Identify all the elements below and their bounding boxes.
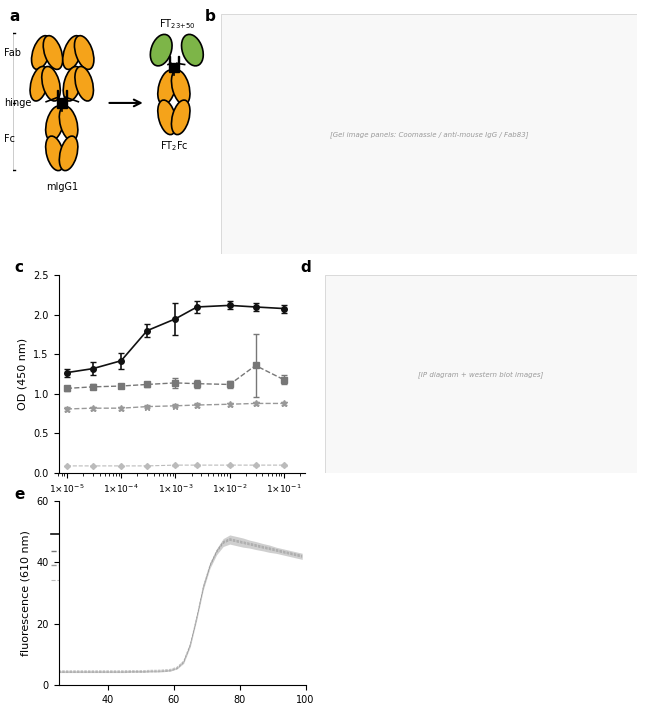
Ellipse shape xyxy=(150,35,172,66)
Ellipse shape xyxy=(46,106,64,140)
Ellipse shape xyxy=(46,136,64,171)
Text: FT$_{23\mathregular{+}50}$: FT$_{23\mathregular{+}50}$ xyxy=(159,17,195,30)
Ellipse shape xyxy=(158,70,176,104)
Ellipse shape xyxy=(172,100,190,135)
Text: c: c xyxy=(14,260,23,275)
Ellipse shape xyxy=(42,66,60,101)
Bar xyxy=(57,98,66,108)
Ellipse shape xyxy=(75,66,94,101)
Text: Fc: Fc xyxy=(4,134,15,144)
Bar xyxy=(57,90,58,97)
Ellipse shape xyxy=(181,35,203,66)
Ellipse shape xyxy=(44,35,62,69)
Ellipse shape xyxy=(158,100,176,135)
Ellipse shape xyxy=(63,35,82,69)
Bar xyxy=(177,56,179,64)
Ellipse shape xyxy=(75,35,94,69)
Text: e: e xyxy=(14,486,25,501)
Y-axis label: OD (450 nm): OD (450 nm) xyxy=(18,338,28,410)
Ellipse shape xyxy=(172,70,190,104)
Text: [IP diagram + western blot images]: [IP diagram + western blot images] xyxy=(419,371,543,378)
Ellipse shape xyxy=(59,106,78,140)
Y-axis label: fluorescence (610 nm): fluorescence (610 nm) xyxy=(21,530,31,656)
Text: mIgG1: mIgG1 xyxy=(46,182,78,192)
Text: a: a xyxy=(9,9,20,24)
Bar xyxy=(169,56,170,64)
Text: d: d xyxy=(300,260,311,275)
X-axis label: dilution: dilution xyxy=(161,501,203,510)
Text: b: b xyxy=(204,9,215,24)
Text: [Gel image panels: Coomassie / anti-mouse IgG / Fab83]: [Gel image panels: Coomassie / anti-mous… xyxy=(330,131,528,138)
Legend: FT$_2$Fc, EVC, NT, BSA coating: FT$_2$Fc, EVC, NT, BSA coating xyxy=(51,527,142,586)
Text: Fab: Fab xyxy=(4,47,21,57)
Bar xyxy=(169,64,179,72)
Text: hinge: hinge xyxy=(4,98,32,108)
Ellipse shape xyxy=(63,66,82,101)
Ellipse shape xyxy=(32,35,51,69)
Text: FT$_2$Fc: FT$_2$Fc xyxy=(159,139,188,152)
Ellipse shape xyxy=(30,66,49,101)
Ellipse shape xyxy=(59,136,78,171)
